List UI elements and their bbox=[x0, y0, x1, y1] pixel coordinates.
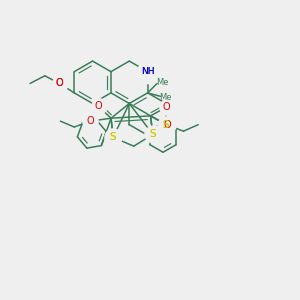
Text: O: O bbox=[56, 79, 63, 88]
Text: NH: NH bbox=[141, 67, 154, 76]
Text: O: O bbox=[163, 102, 170, 112]
Text: O: O bbox=[164, 120, 171, 130]
Text: Me: Me bbox=[160, 93, 172, 102]
Text: O: O bbox=[56, 79, 63, 88]
Text: S: S bbox=[110, 132, 116, 142]
Text: S: S bbox=[163, 120, 169, 130]
Text: NH: NH bbox=[141, 67, 154, 76]
Text: O: O bbox=[87, 116, 94, 126]
Text: Me: Me bbox=[156, 77, 169, 86]
Text: O: O bbox=[95, 101, 103, 111]
Text: S: S bbox=[149, 129, 156, 140]
Text: S: S bbox=[163, 120, 169, 130]
Text: S: S bbox=[110, 132, 116, 142]
Text: S: S bbox=[149, 129, 156, 140]
